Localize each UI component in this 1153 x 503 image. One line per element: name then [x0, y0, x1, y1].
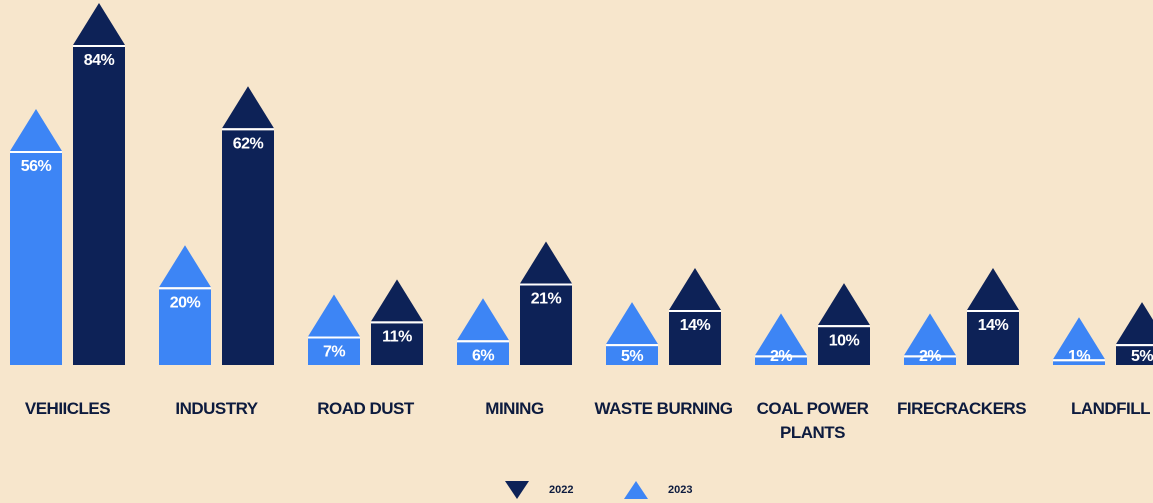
category-label: ROAD DUST: [317, 399, 414, 418]
bar: [159, 289, 211, 365]
bar-cap: [1116, 302, 1153, 345]
bar-cap: [10, 109, 62, 151]
value-label: 20%: [170, 295, 201, 312]
value-label: 2%: [919, 348, 941, 365]
legend-label: 2023: [668, 484, 692, 496]
value-label: 62%: [233, 136, 264, 153]
bar: [1053, 361, 1105, 365]
category-label: INDUSTRY: [175, 399, 258, 418]
value-label: 14%: [978, 317, 1009, 334]
value-label: 5%: [621, 348, 643, 365]
bar-cap: [669, 268, 721, 310]
bar: [818, 327, 870, 365]
bar-cap: [308, 294, 360, 337]
legend-label: 2022: [549, 484, 573, 496]
category-label: VEHIICLES: [24, 399, 111, 418]
value-label: 14%: [680, 317, 711, 334]
bar: [967, 312, 1019, 365]
value-label: 6%: [472, 348, 494, 365]
bar-cap: [73, 3, 125, 45]
bar: [308, 338, 360, 365]
bar: [73, 47, 125, 365]
value-label: 1%: [1068, 348, 1090, 365]
bar: [904, 357, 956, 365]
bar-cap: [1053, 317, 1105, 360]
legend-swatch: [505, 481, 529, 499]
bar: [1116, 346, 1153, 365]
legend-swatch: [624, 481, 648, 499]
value-label: 2%: [770, 348, 792, 365]
category-label: WASTE BURNING: [594, 399, 734, 418]
value-label: 5%: [1131, 348, 1153, 365]
category-label: MINING: [485, 399, 544, 418]
value-label: 84%: [84, 52, 115, 69]
bar: [520, 285, 572, 365]
bar-cap: [818, 283, 870, 326]
value-label: 7%: [323, 344, 345, 361]
bar-cap: [755, 313, 807, 356]
bar-cap: [606, 302, 658, 345]
category-label: FIRECRACKERS: [896, 399, 1027, 418]
bar: [222, 130, 274, 365]
value-label: 56%: [21, 158, 52, 175]
bar-cap: [457, 298, 509, 341]
bar: [457, 342, 509, 365]
bar: [606, 346, 658, 365]
bar-cap: [371, 279, 423, 322]
bar-cap: [967, 268, 1019, 310]
bar-cap: [520, 241, 572, 284]
category-label: LANDFILL: [1070, 399, 1151, 418]
bar: [371, 323, 423, 365]
value-label: 11%: [382, 329, 412, 346]
bar-cap: [904, 313, 956, 356]
category-label: COAL POWER PLANTS: [756, 399, 869, 442]
value-label: 21%: [531, 291, 562, 308]
bar: [755, 357, 807, 365]
bar: [669, 312, 721, 365]
bar-cap: [222, 86, 274, 129]
bar-cap: [159, 245, 211, 288]
value-label: 10%: [829, 332, 860, 349]
bar: [10, 153, 62, 365]
